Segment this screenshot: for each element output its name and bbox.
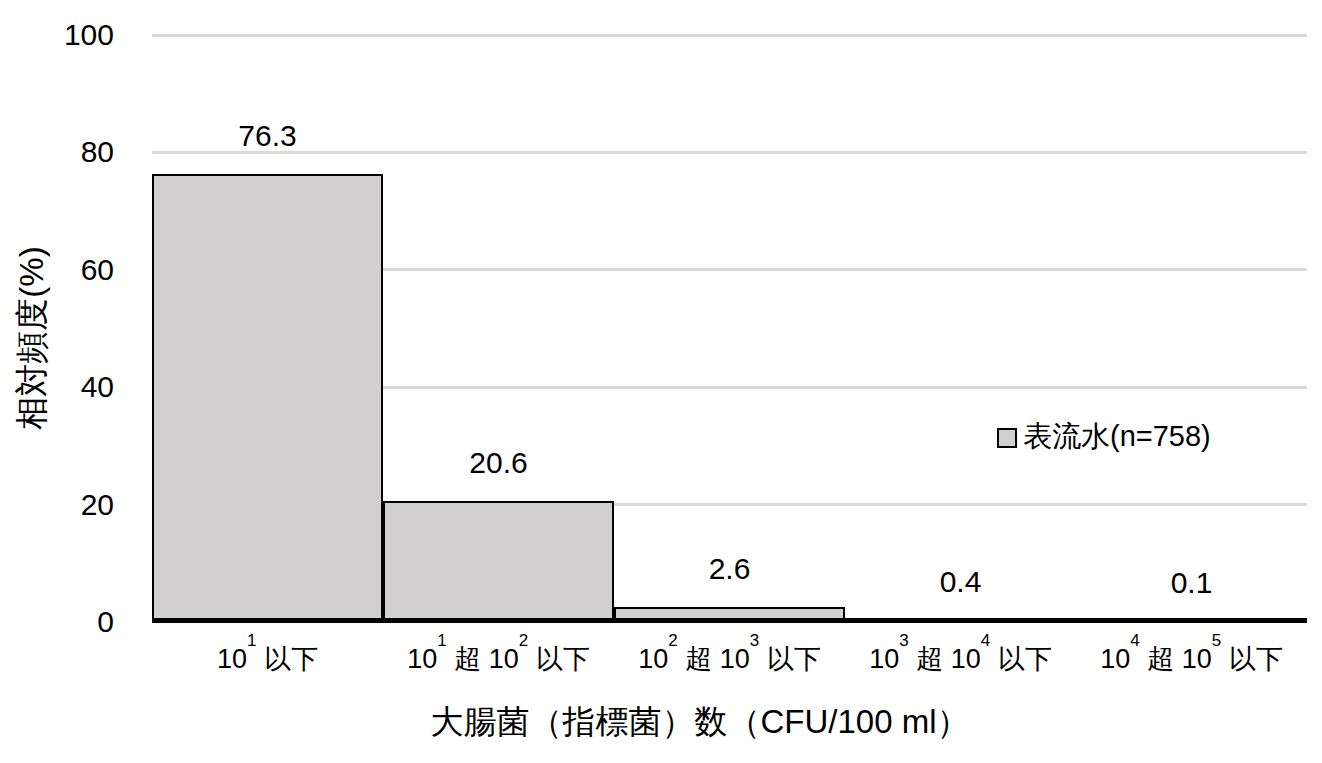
exponent: 3 bbox=[899, 631, 908, 650]
x-tick-label-text: 超 10 bbox=[1140, 644, 1212, 674]
x-tick-label-text: 以下 bbox=[1221, 644, 1283, 674]
x-tick-label: 103 超 104 以下 bbox=[833, 640, 1088, 680]
gridline bbox=[152, 34, 1307, 37]
exponent: 3 bbox=[750, 631, 759, 650]
x-tick-label-text: 10 bbox=[407, 644, 437, 674]
bar-value-label: 76.3 bbox=[152, 118, 383, 154]
x-tick-label-text: 10 bbox=[217, 644, 247, 674]
exponent: 1 bbox=[437, 631, 446, 650]
x-tick-label-text: 超 10 bbox=[447, 644, 519, 674]
x-tick-label-text: 以下 bbox=[528, 644, 590, 674]
y-tick-label: 0 bbox=[22, 603, 114, 641]
exponent: 2 bbox=[519, 631, 528, 650]
exponent: 1 bbox=[247, 631, 256, 650]
bar bbox=[383, 501, 614, 622]
x-tick-label-text: 10 bbox=[869, 644, 899, 674]
x-axis-title: 大腸菌（指標菌）数（CFU/100 ml） bbox=[250, 700, 1150, 745]
bar bbox=[152, 174, 383, 622]
legend: 表流水(n=758) bbox=[997, 418, 1211, 455]
x-tick-label-text: 超 10 bbox=[678, 644, 750, 674]
exponent: 5 bbox=[1212, 631, 1221, 650]
legend-label: 表流水(n=758) bbox=[1023, 418, 1211, 455]
x-tick-label-text: 以下 bbox=[257, 644, 319, 674]
x-tick-label: 104 超 105 以下 bbox=[1064, 640, 1319, 680]
y-axis-title: 相対頻度(%) bbox=[10, 246, 55, 429]
y-tick-label: 100 bbox=[22, 16, 114, 54]
exponent: 4 bbox=[981, 631, 990, 650]
bar-value-label: 0.1 bbox=[1076, 565, 1307, 601]
x-tick-label-text: 10 bbox=[1100, 644, 1130, 674]
x-tick-label: 101 以下 bbox=[140, 640, 395, 680]
bar-chart: 020406080100 76.320.62.60.40.1 101 以下101… bbox=[0, 0, 1322, 763]
x-tick-label-text: 以下 bbox=[759, 644, 821, 674]
y-tick-label: 80 bbox=[22, 133, 114, 171]
y-tick-label: 20 bbox=[22, 486, 114, 524]
exponent: 4 bbox=[1130, 631, 1139, 650]
bar-value-label: 2.6 bbox=[614, 551, 845, 587]
bar-value-label: 0.4 bbox=[845, 564, 1076, 600]
exponent: 2 bbox=[668, 631, 677, 650]
x-tick-label-text: 10 bbox=[638, 644, 668, 674]
x-tick-label-text: 以下 bbox=[990, 644, 1052, 674]
x-tick-label: 101 超 102 以下 bbox=[371, 640, 626, 680]
x-axis-line bbox=[152, 618, 1307, 623]
x-tick-label: 102 超 103 以下 bbox=[602, 640, 857, 680]
bar-value-label: 20.6 bbox=[383, 445, 614, 481]
x-tick-label-text: 超 10 bbox=[909, 644, 981, 674]
legend-swatch-icon bbox=[997, 428, 1017, 448]
